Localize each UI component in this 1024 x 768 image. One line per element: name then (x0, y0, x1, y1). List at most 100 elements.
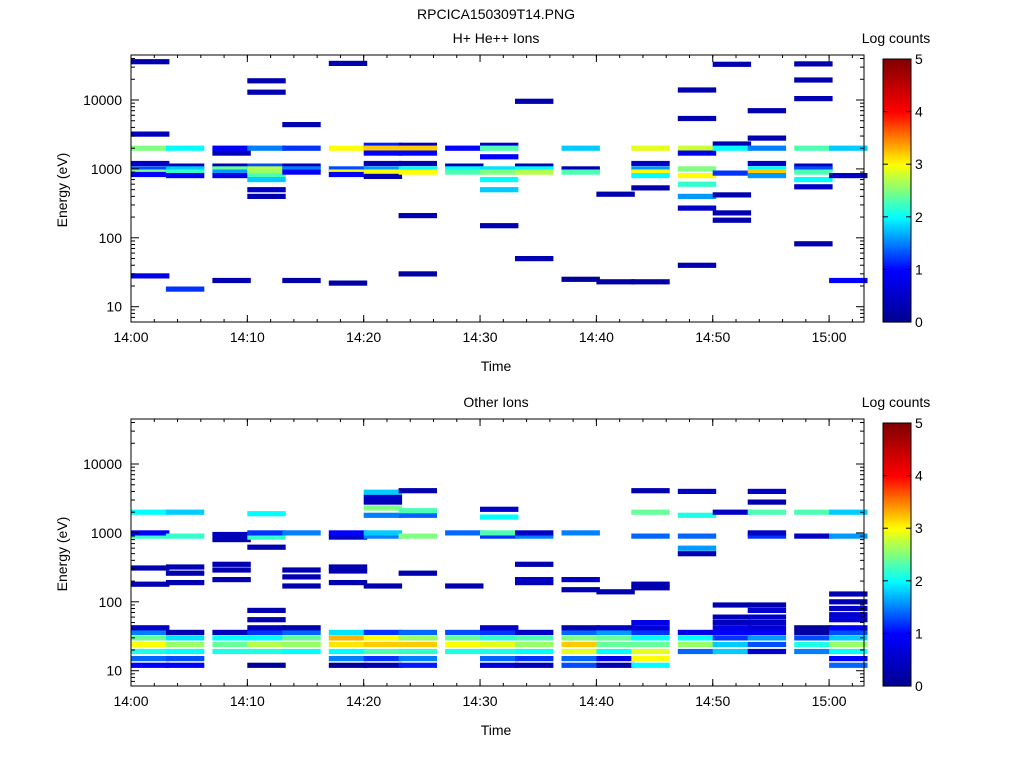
heatmap-cell (515, 577, 554, 583)
colorbar-segment (883, 203, 911, 207)
colorbar-segment (883, 91, 911, 95)
colorbar-segment (883, 462, 911, 466)
heatmap-cell (131, 581, 170, 587)
colorbar-segment (883, 460, 911, 464)
colorbar-segment (883, 675, 911, 678)
colorbar-tick-label: 2 (915, 209, 923, 225)
x-tick-label: 15:00 (812, 693, 847, 709)
heatmap-cell (631, 185, 670, 191)
colorbar-segment (883, 295, 911, 299)
heatmap-cell (794, 177, 833, 183)
heatmap-cell (398, 169, 437, 175)
colorbar-segment (883, 144, 911, 148)
heatmap-cell (363, 173, 403, 179)
heatmap-cell (829, 612, 868, 618)
colorbar-segment (883, 552, 911, 556)
colorbar-segment (883, 273, 911, 277)
y-tick-label: 100 (99, 230, 123, 246)
panel-title: Other Ions (463, 394, 528, 410)
heatmap-cell (212, 561, 251, 567)
heatmap-cell (363, 662, 403, 668)
heatmap-cell (363, 533, 403, 539)
heatmap-cell (829, 617, 868, 623)
heatmap-cell (515, 530, 554, 536)
colorbar-segment (883, 100, 911, 104)
heatmap-cell (561, 662, 600, 668)
colorbar-segment (883, 578, 911, 582)
heatmap-cell (398, 648, 437, 655)
heatmap-cell (747, 620, 787, 626)
heatmap-cell (561, 166, 600, 172)
colorbar-tick-label: 2 (915, 573, 923, 589)
colorbar-segment (883, 668, 911, 672)
colorbar-segment (883, 87, 911, 91)
heatmap-cell (747, 169, 787, 175)
colorbar-segment (883, 164, 911, 167)
colorbar-segment (883, 613, 911, 617)
colorbar-segment (883, 482, 911, 485)
colorbar-segment (883, 181, 911, 185)
colorbar-segment (883, 574, 911, 578)
colorbar-segment (883, 648, 911, 652)
colorbar-segment (883, 626, 911, 630)
heatmap-cell (480, 142, 519, 148)
heatmap-cell (247, 641, 286, 648)
heatmap-cell (712, 141, 752, 147)
colorbar-segment (883, 664, 911, 667)
colorbar-segment (883, 186, 911, 189)
colorbar-tick-label: 5 (915, 415, 923, 431)
heatmap-cell (794, 625, 833, 631)
colorbar-segment (883, 157, 911, 161)
heatmap-cell (631, 581, 670, 587)
heatmap-cell (398, 656, 437, 662)
colorbar-segment (883, 291, 911, 295)
heatmap-cell (596, 648, 635, 655)
heatmap-cell (398, 635, 437, 641)
heatmap-cell (328, 635, 368, 641)
heatmap-cell (131, 629, 170, 635)
heatmap-cell (829, 599, 868, 605)
heatmap-cell (515, 629, 554, 635)
heatmap-cell (829, 277, 868, 284)
heatmap-cell (677, 629, 717, 635)
heatmap-cell (131, 635, 170, 641)
heatmap-cell (247, 617, 286, 623)
colorbar-segment (883, 646, 911, 650)
heatmap-cell (328, 280, 368, 286)
heatmap-cell (445, 641, 484, 648)
heatmap-cell (631, 509, 670, 515)
heatmap-cell (631, 279, 670, 285)
heatmap-cell (165, 580, 205, 586)
heatmap-cell (631, 585, 670, 591)
heatmap-cell (212, 629, 251, 635)
heatmap-cell (363, 166, 403, 172)
colorbar-segment (883, 227, 911, 231)
colorbar-segment (883, 317, 911, 321)
heatmap-cell (747, 635, 787, 641)
x-tick-label: 15:00 (812, 329, 847, 345)
colorbar-segment (883, 591, 911, 595)
colorbar-segment (883, 488, 911, 492)
heatmap-cell (328, 60, 368, 66)
heatmap-cell (212, 567, 251, 573)
heatmap-cell (515, 166, 554, 172)
heatmap-cell (398, 512, 437, 518)
heatmap-cell (282, 648, 321, 655)
heatmap-cell (247, 607, 286, 613)
heatmap-cell (247, 173, 286, 179)
colorbar-segment (883, 190, 911, 194)
colorbar-segment (883, 521, 911, 525)
heatmap-cell (712, 210, 752, 216)
colorbar-segment (883, 567, 911, 571)
colorbar-segment (883, 76, 911, 80)
heatmap-cell (282, 635, 321, 641)
colorbar-segment (883, 65, 911, 69)
colorbar-segment (883, 205, 911, 209)
heatmap-cell (282, 122, 321, 128)
colorbar-segment (883, 311, 911, 314)
colorbar-label: Log counts (862, 394, 931, 410)
colorbar-segment (883, 620, 911, 624)
y-tick-label: 10000 (83, 456, 122, 472)
colorbar-segment (883, 115, 911, 119)
